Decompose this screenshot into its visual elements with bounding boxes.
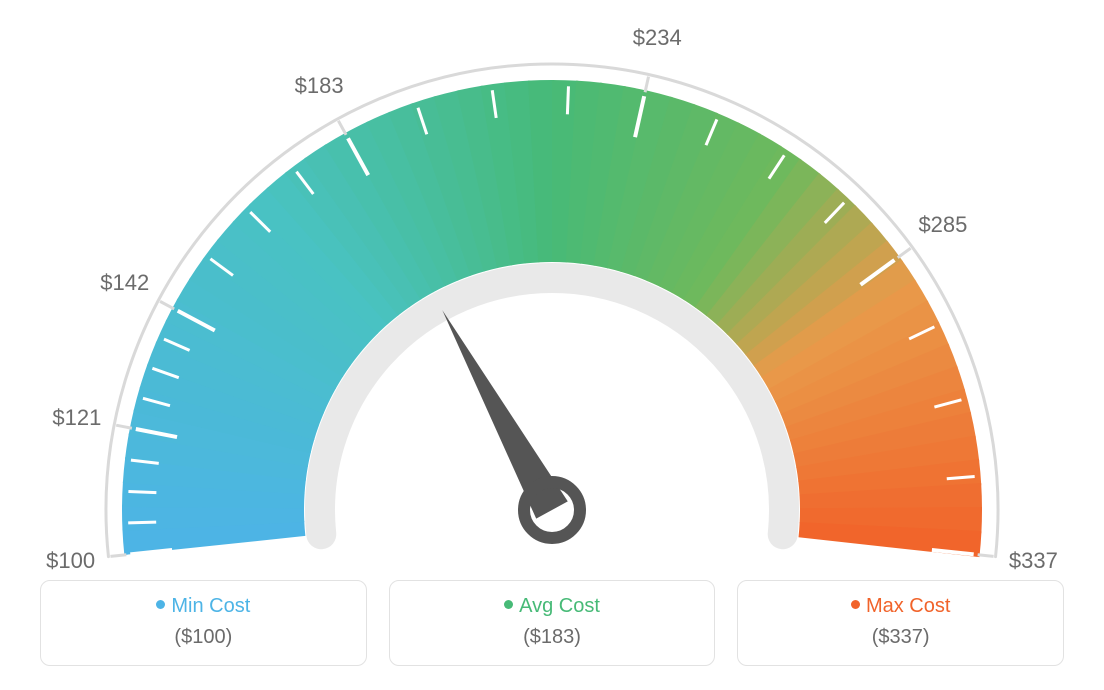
gauge-tick-label: $142: [100, 270, 149, 296]
gauge-tick-label: $100: [46, 548, 95, 574]
gauge-tick-label: $121: [52, 405, 101, 431]
legend-value-min: ($100): [51, 626, 356, 649]
legend-label: Min Cost: [171, 595, 250, 617]
legend-label: Avg Cost: [519, 595, 600, 617]
legend-card-max: Max Cost ($337): [737, 580, 1064, 666]
gauge-svg: [0, 0, 1104, 560]
gauge-tick-label: $337: [1009, 548, 1058, 574]
legend-card-min: Min Cost ($100): [40, 580, 367, 666]
gauge-tick-label: $285: [918, 212, 967, 238]
gauge-tick-label: $183: [295, 73, 344, 99]
gauge-tick-label: $234: [633, 25, 682, 51]
dot-icon: [851, 600, 860, 609]
legend-value-avg: ($183): [400, 626, 705, 649]
cost-gauge: $100$121$142$183$234$285$337: [0, 0, 1104, 560]
legend-card-avg: Avg Cost ($183): [389, 580, 716, 666]
dot-icon: [156, 600, 165, 609]
legend-label: Max Cost: [866, 595, 950, 617]
legend-value-max: ($337): [748, 626, 1053, 649]
legend-title-min: Min Cost: [51, 595, 356, 618]
legend-row: Min Cost ($100) Avg Cost ($183) Max Cost…: [40, 580, 1064, 666]
dot-icon: [504, 600, 513, 609]
legend-title-avg: Avg Cost: [400, 595, 705, 618]
legend-title-max: Max Cost: [748, 595, 1053, 618]
